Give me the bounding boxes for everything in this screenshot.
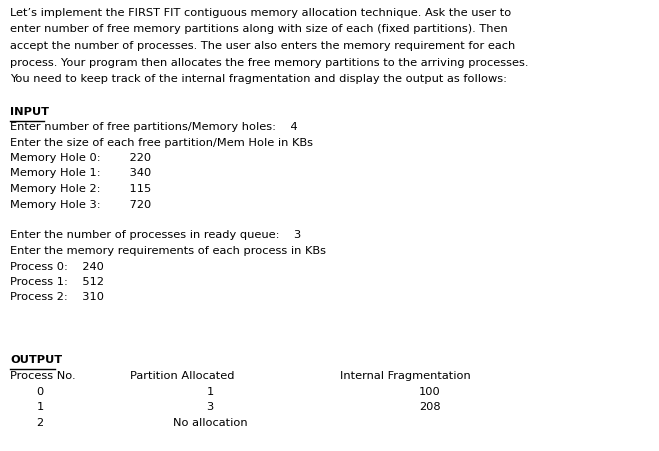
Text: 1: 1 xyxy=(206,387,214,397)
Text: You need to keep track of the internal fragmentation and display the output as f: You need to keep track of the internal f… xyxy=(10,74,507,84)
Text: enter number of free memory partitions along with size of each (fixed partitions: enter number of free memory partitions a… xyxy=(10,24,507,34)
Text: Memory Hole 1:        340: Memory Hole 1: 340 xyxy=(10,169,152,179)
Text: Internal Fragmentation: Internal Fragmentation xyxy=(340,371,471,381)
Text: 3: 3 xyxy=(206,402,214,413)
Text: Enter the number of processes in ready queue:    3: Enter the number of processes in ready q… xyxy=(10,230,301,240)
Text: Enter number of free partitions/Memory holes:    4: Enter number of free partitions/Memory h… xyxy=(10,122,298,132)
Text: 0: 0 xyxy=(36,387,43,397)
Text: Partition Allocated: Partition Allocated xyxy=(130,371,235,381)
Text: Memory Hole 2:        115: Memory Hole 2: 115 xyxy=(10,184,152,194)
Text: INPUT: INPUT xyxy=(10,107,49,117)
Text: Enter the size of each free partition/Mem Hole in KBs: Enter the size of each free partition/Me… xyxy=(10,138,313,147)
Text: Memory Hole 0:        220: Memory Hole 0: 220 xyxy=(10,153,151,163)
Text: Process 2:    310: Process 2: 310 xyxy=(10,293,104,303)
Text: accept the number of processes. The user also enters the memory requirement for : accept the number of processes. The user… xyxy=(10,41,515,51)
Text: Memory Hole 3:        720: Memory Hole 3: 720 xyxy=(10,199,152,210)
Text: Enter the memory requirements of each process in KBs: Enter the memory requirements of each pr… xyxy=(10,246,326,256)
Text: process. Your program then allocates the free memory partitions to the arriving : process. Your program then allocates the… xyxy=(10,57,529,68)
Text: Process 1:    512: Process 1: 512 xyxy=(10,277,104,287)
Text: Let’s implement the FIRST FIT contiguous memory allocation technique. Ask the us: Let’s implement the FIRST FIT contiguous… xyxy=(10,8,511,18)
Text: OUTPUT: OUTPUT xyxy=(10,355,62,365)
Text: 2: 2 xyxy=(36,418,43,428)
Text: 208: 208 xyxy=(419,402,441,413)
Text: No allocation: No allocation xyxy=(173,418,247,428)
Text: Process No.: Process No. xyxy=(10,371,76,381)
Text: 1: 1 xyxy=(36,402,43,413)
Text: 100: 100 xyxy=(419,387,441,397)
Text: Process 0:    240: Process 0: 240 xyxy=(10,262,104,272)
